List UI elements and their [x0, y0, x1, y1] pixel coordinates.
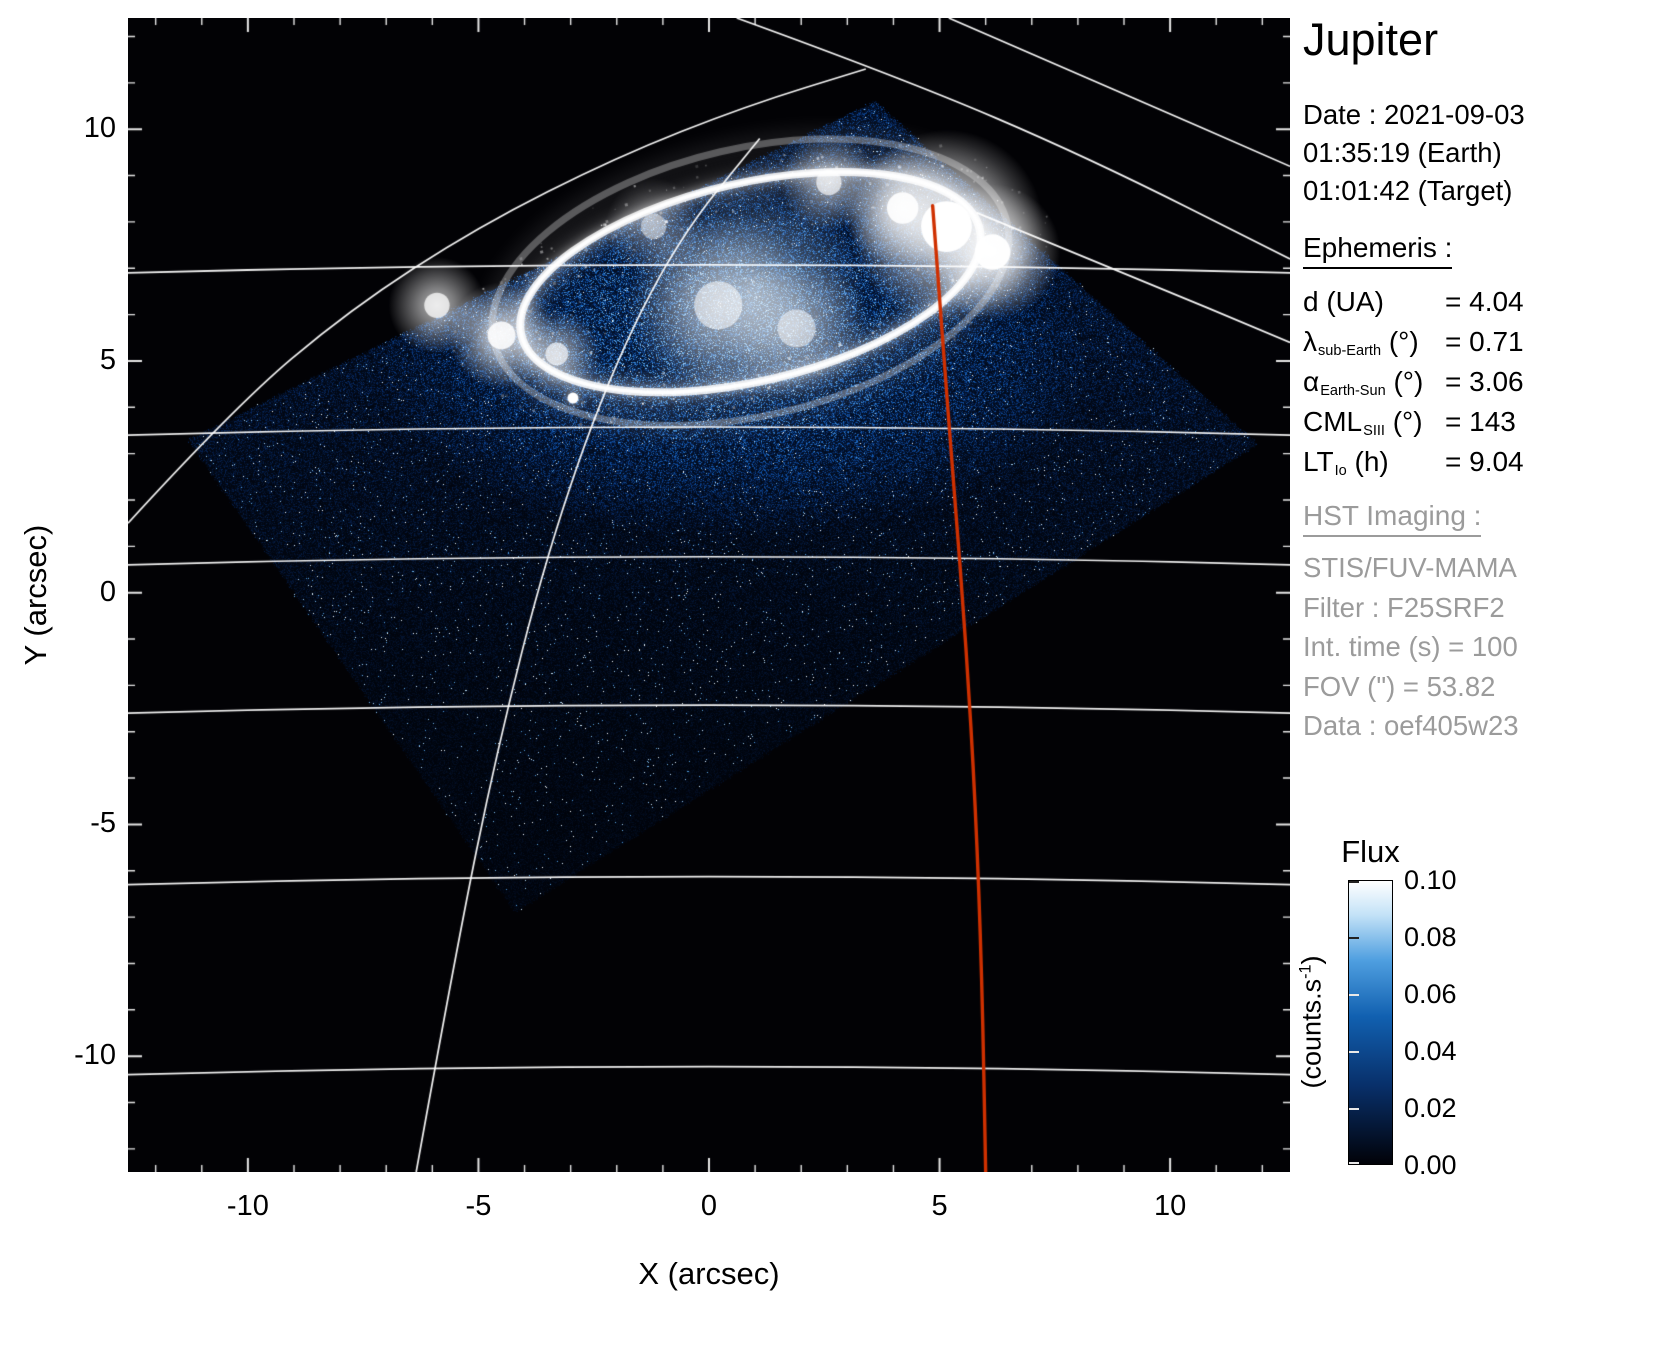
colorbar-tick-label: 0.02: [1404, 1092, 1514, 1124]
colorbar-tick-mark: [1349, 1051, 1359, 1053]
x-tick-label: 0: [664, 1190, 754, 1223]
ephemeris-value: = 0.71: [1445, 326, 1524, 358]
colorbar-tick-mark: [1349, 1108, 1359, 1110]
colorbar-tick-mark: [1349, 1162, 1359, 1164]
ephemeris-row-phase-angle: αEarth-Sun (°) = 3.06: [1303, 366, 1524, 406]
ephemeris-row-io-local-time: LTIo (h) = 9.04: [1303, 446, 1524, 486]
obs-earth-time: 01:35:19 (Earth): [1303, 134, 1525, 172]
colorbar-tick-label: 0.06: [1404, 978, 1514, 1010]
x-tick-label: -5: [433, 1190, 523, 1223]
colorbar-unit-label: (counts.s-1): [1297, 956, 1328, 1089]
ephemeris-row-cml: CMLSIII (°) = 143: [1303, 406, 1524, 446]
hst-data-id: Data : oef405w23: [1303, 706, 1519, 746]
hst-instrument: STIS/FUV-MAMA: [1303, 548, 1519, 588]
y-axis-title: Y (arcsec): [18, 525, 54, 666]
colorbar-tick-label: 0.10: [1404, 864, 1514, 896]
ephemeris-value: = 3.06: [1445, 366, 1524, 398]
figure-root: -10 -5 0 5 10 -10 -5 0 5 10 X (arcsec) Y (arcsec…: [0, 0, 1676, 1367]
colorbar-gradient: [1348, 880, 1393, 1165]
ephemeris-value: = 143: [1445, 406, 1516, 438]
hst-imaging-heading: HST Imaging :: [1303, 500, 1481, 537]
observation-info: Date : 2021-09-03 01:35:19 (Earth) 01:01…: [1303, 96, 1525, 210]
y-tick-label: 10: [4, 112, 116, 145]
x-tick-label: 10: [1125, 1190, 1215, 1223]
x-tick-label: -10: [203, 1190, 293, 1223]
colorbar-tick-mark: [1349, 937, 1359, 939]
ephemeris-heading: Ephemeris :: [1303, 232, 1452, 269]
x-axis-title: X (arcsec): [469, 1256, 949, 1292]
colorbar-tick-mark: [1349, 881, 1359, 883]
hst-imaging-info: STIS/FUV-MAMA Filter : F25SRF2 Int. time…: [1303, 548, 1519, 746]
y-tick-label: -10: [4, 1039, 116, 1072]
page-title: Jupiter: [1303, 14, 1438, 66]
ephemeris-row-sub-earth-lat: λsub-Earth (°) = 0.71: [1303, 326, 1524, 366]
colorbar-tick-label: 0.08: [1404, 921, 1514, 953]
colorbar-tick-label: 0.04: [1404, 1035, 1514, 1067]
y-tick-label: -5: [4, 807, 116, 840]
hst-fov: FOV (") = 53.82: [1303, 667, 1519, 707]
x-tick-label: 5: [895, 1190, 985, 1223]
colorbar-tick-mark: [1349, 994, 1359, 996]
obs-target-time: 01:01:42 (Target): [1303, 172, 1525, 210]
sky-image-canvas: [128, 18, 1290, 1172]
hst-filter: Filter : F25SRF2: [1303, 588, 1519, 628]
ephemeris-value: = 4.04: [1445, 286, 1524, 318]
y-tick-label: 5: [4, 344, 116, 377]
plot-area: [128, 18, 1290, 1172]
ephemeris-table: d (UA) = 4.04 λsub-Earth (°) = 0.71 αEar…: [1303, 286, 1524, 486]
hst-int-time: Int. time (s) = 100: [1303, 627, 1519, 667]
ephemeris-row-distance: d (UA) = 4.04: [1303, 286, 1524, 326]
colorbar-tick-label: 0.00: [1404, 1149, 1514, 1181]
ephemeris-value: = 9.04: [1445, 446, 1524, 478]
obs-date: Date : 2021-09-03: [1303, 96, 1525, 134]
